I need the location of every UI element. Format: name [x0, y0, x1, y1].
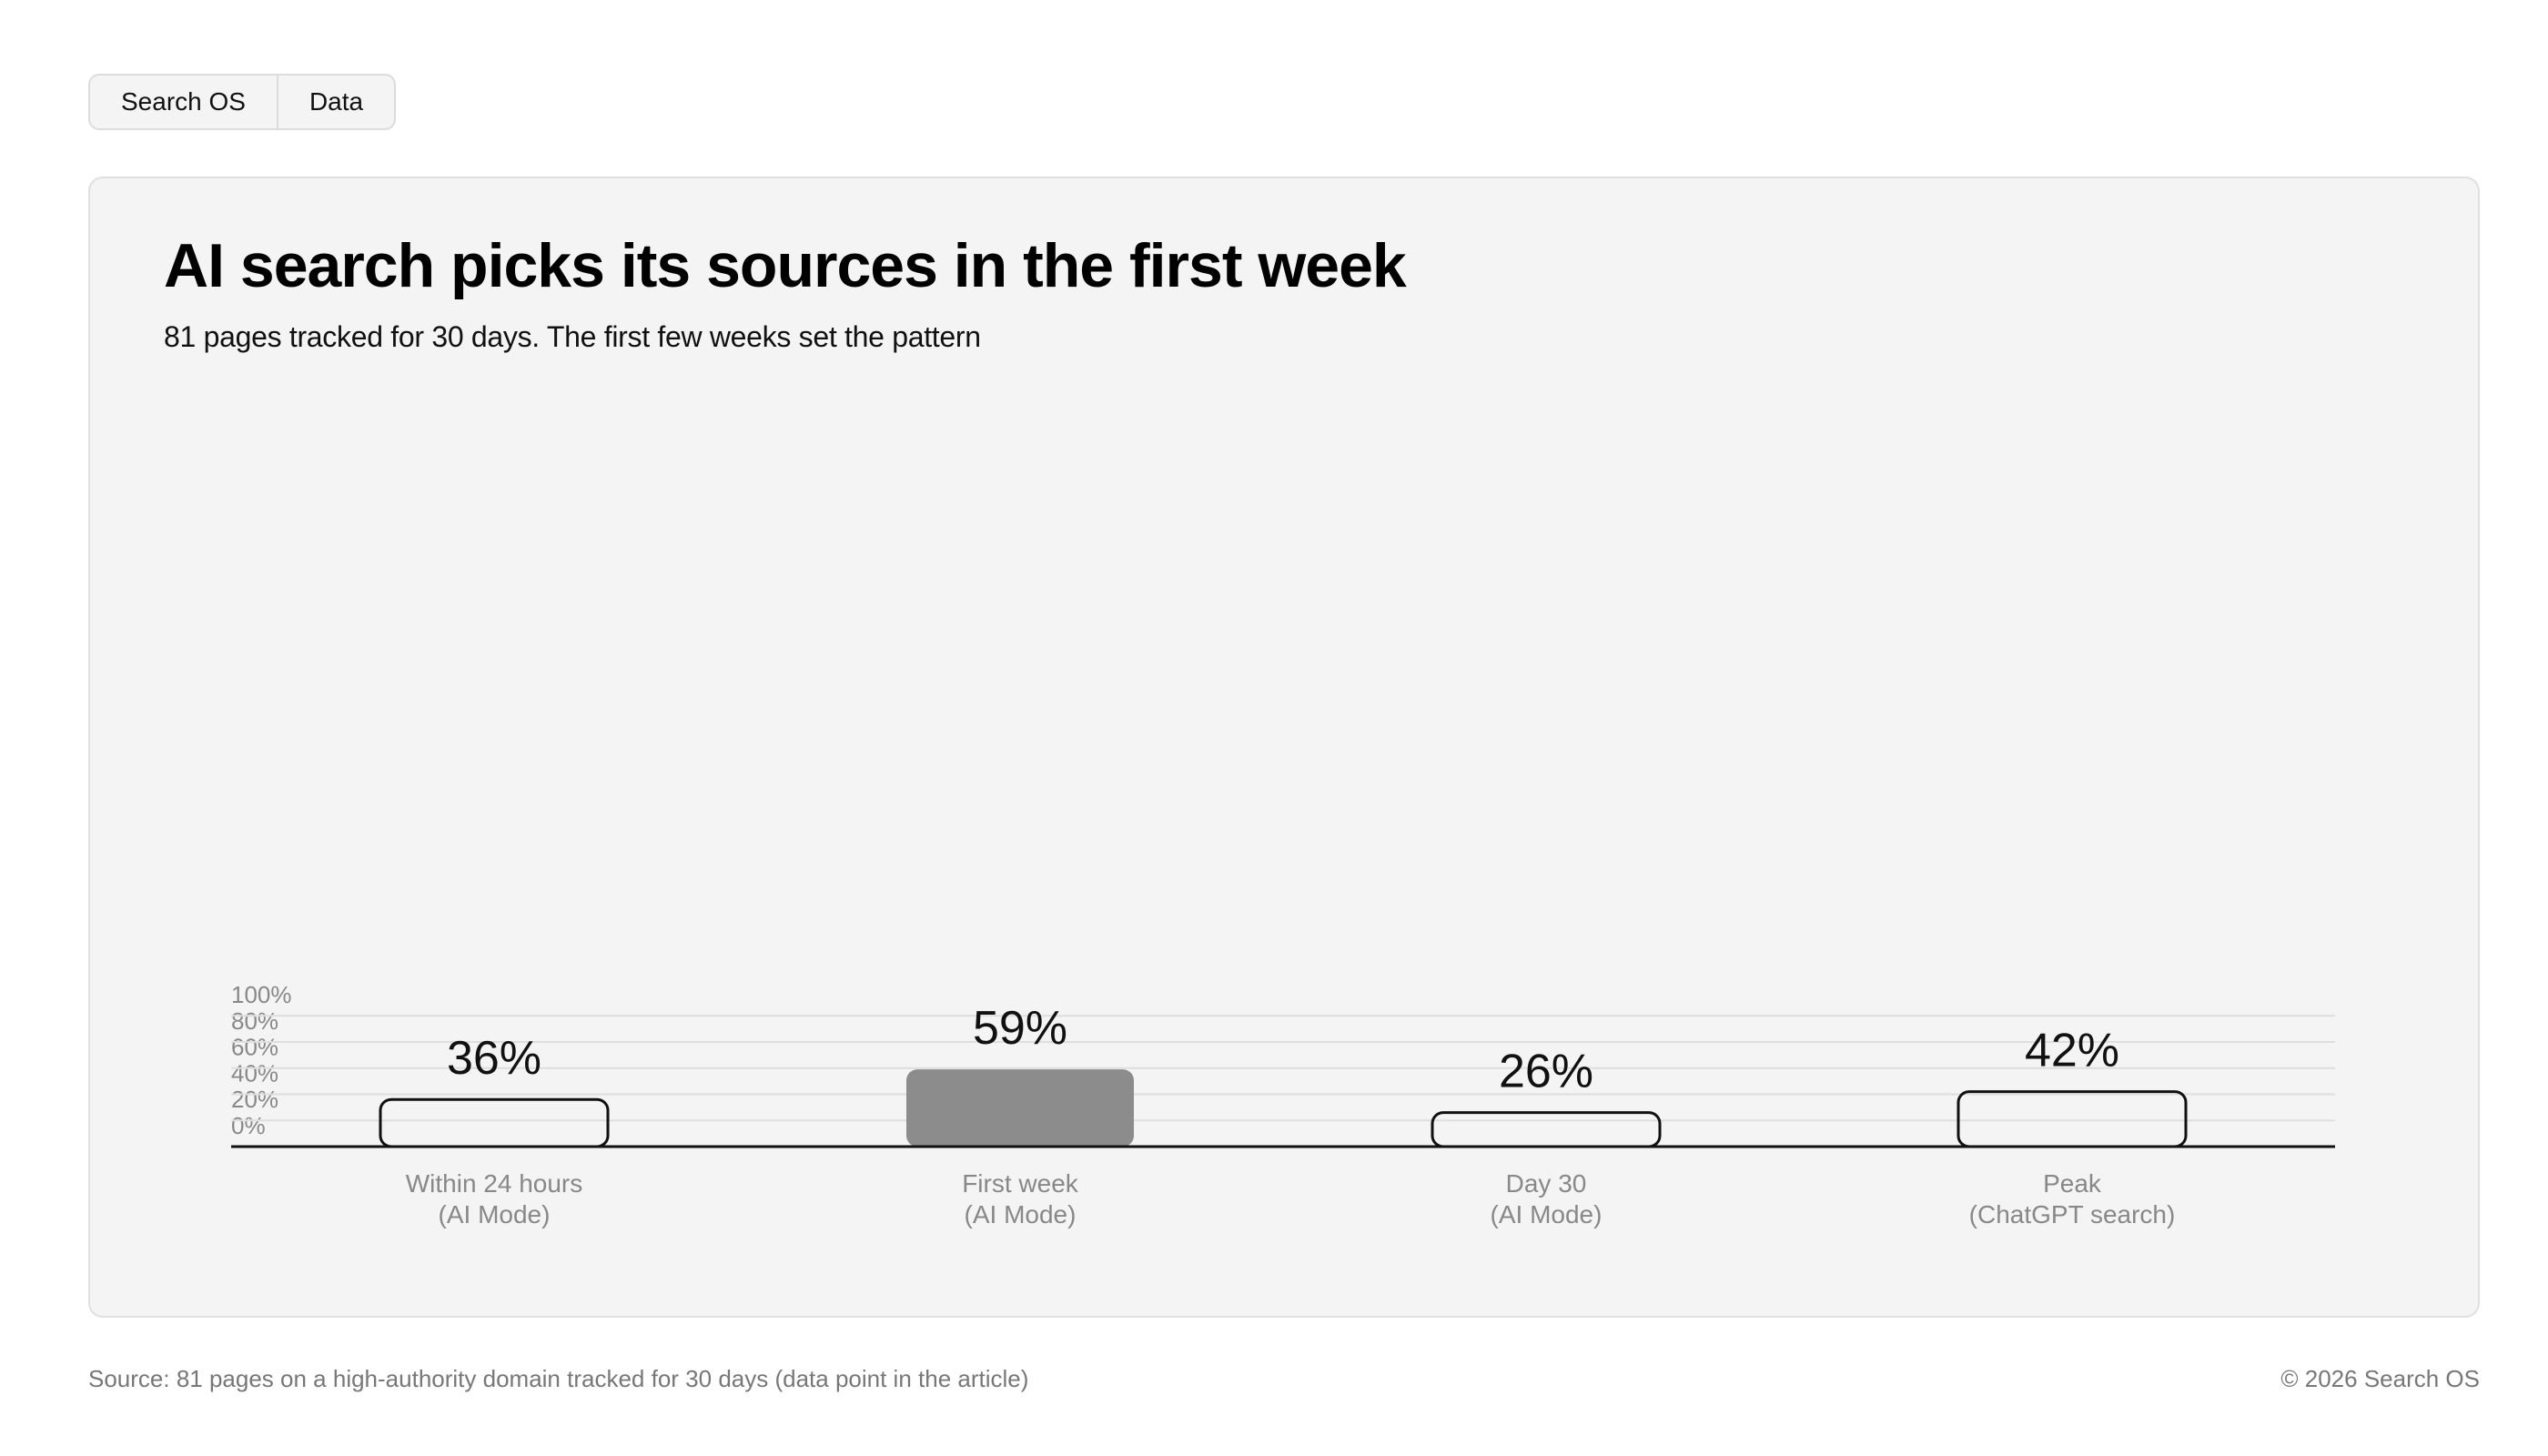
bar: [379, 1097, 610, 1148]
y-tick-label: 80%: [231, 1007, 278, 1035]
chart-title: AI search picks its sources in the first…: [164, 231, 1407, 300]
tab-search-os[interactable]: Search OS: [121, 87, 246, 116]
data-label: 26%: [1499, 1046, 1593, 1098]
data-label: 42%: [2025, 1025, 2119, 1077]
x-tick-label: (ChatGPT search): [1969, 1200, 2176, 1228]
bar: [906, 1069, 1134, 1147]
y-tick-label: 0%: [231, 1112, 266, 1139]
y-tick-label: 20%: [231, 1086, 278, 1113]
chart-card: [88, 177, 2480, 1318]
source-note: Source: 81 pages on a high-authority dom…: [88, 1365, 1029, 1392]
x-tick-label: (AI Mode): [965, 1200, 1077, 1228]
x-tick-label: First week: [962, 1169, 1079, 1198]
x-tick-label: Day 30: [1506, 1169, 1587, 1198]
chart-subtitle: 81 pages tracked for 30 days. The first …: [164, 320, 981, 353]
data-label: 36%: [447, 1032, 541, 1085]
y-tick-label: 100%: [231, 981, 292, 1008]
x-tick-label: (AI Mode): [1491, 1200, 1603, 1228]
bar: [1956, 1090, 2188, 1148]
y-tick-label: 40%: [231, 1059, 278, 1087]
top-tabs: Search OS Data: [88, 74, 397, 130]
bar: [1431, 1111, 1662, 1148]
copyright-note: © 2026 Search OS: [2280, 1365, 2480, 1392]
y-tick-label: 60%: [231, 1034, 278, 1061]
tab-data[interactable]: Data: [276, 76, 394, 128]
x-tick-label: Within 24 hours: [406, 1169, 583, 1198]
x-tick-label: Peak: [2043, 1169, 2102, 1198]
data-label: 59%: [973, 1002, 1067, 1055]
x-tick-label: (AI Mode): [439, 1200, 551, 1228]
